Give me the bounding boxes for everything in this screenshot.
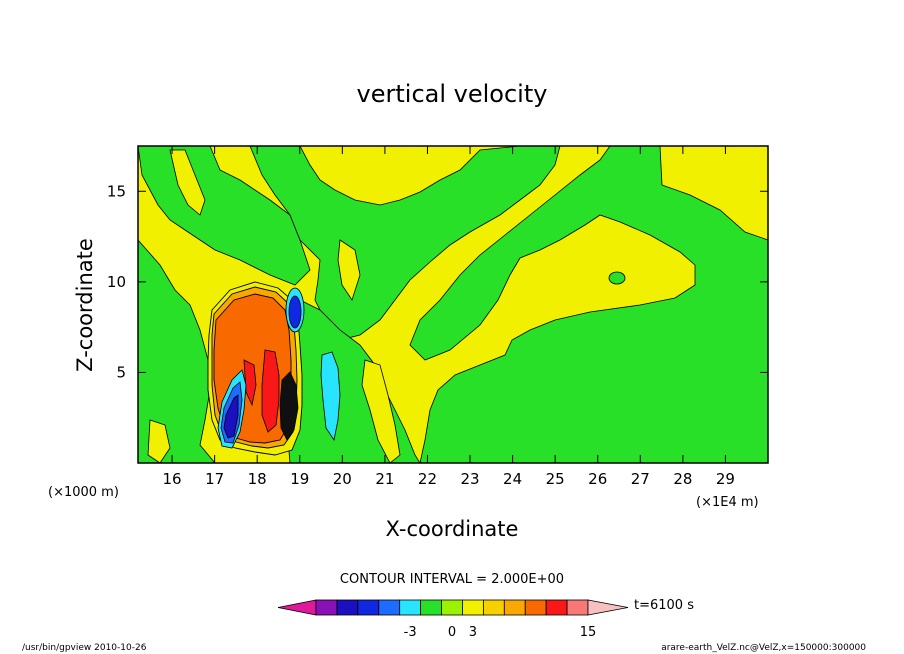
field-region <box>288 295 302 329</box>
x-tick-label: 24 <box>503 470 522 488</box>
footer-right: arare-earth_VelZ.nc@VelZ,x=150000:300000 <box>661 643 866 653</box>
colorbar-box <box>503 599 526 616</box>
field-region <box>320 351 341 442</box>
x-tick-label: 26 <box>588 470 607 488</box>
x-tick-label: 18 <box>248 470 267 488</box>
colorbar-label: -3 <box>404 625 417 640</box>
x-tick-label: 19 <box>290 470 309 488</box>
x-tick-label: 22 <box>418 470 437 488</box>
y-tick-label: 5 <box>116 363 126 381</box>
colorbar-label: 0 <box>448 625 456 640</box>
colorbar-box <box>277 599 317 616</box>
field-region <box>337 239 361 301</box>
x-axis-ticks: 16 17 18 19 20 21 22 23 24 25 26 27 28 29 <box>163 146 735 488</box>
plot-frame <box>137 145 769 464</box>
colorbar-box <box>524 599 547 616</box>
y-axis-label: Z-coordinate <box>73 238 97 372</box>
plot-area <box>138 146 768 463</box>
colorbar-box <box>399 599 422 616</box>
field-region <box>261 349 280 433</box>
field-region <box>409 146 768 463</box>
colorbar-box <box>545 599 568 616</box>
x-tick-label: 28 <box>673 470 692 488</box>
colorbar-box <box>587 599 629 616</box>
colorbar-box <box>315 599 338 616</box>
footer-left: /usr/bin/gpview 2010-10-26 <box>22 643 147 653</box>
x-tick-label: 25 <box>546 470 565 488</box>
x-tick-label: 17 <box>205 470 224 488</box>
x-tick-label: 29 <box>716 470 735 488</box>
colorbar-label: 15 <box>580 625 597 640</box>
x-tick-label: 27 <box>631 470 650 488</box>
contour-interval: CONTOUR INTERVAL = 2.000E+00 <box>340 572 564 587</box>
field-region <box>608 271 626 285</box>
x-tick-label: 16 <box>163 470 182 488</box>
field-region <box>169 149 206 216</box>
colorbar-box <box>378 599 401 616</box>
colorbar-box <box>566 599 589 616</box>
chart-title: vertical velocity <box>357 80 548 108</box>
colorbar-box <box>482 599 505 616</box>
time-label: t=6100 s <box>634 598 694 613</box>
field-region <box>361 359 401 463</box>
field-region <box>147 419 171 463</box>
field-region <box>223 394 239 439</box>
x-unit-left: (×1000 m) <box>48 485 119 500</box>
colorbar-box <box>462 599 484 616</box>
colorbar-label: 3 <box>469 625 477 640</box>
colorbar: -3 0 3 15 <box>277 599 629 640</box>
colorbar-box <box>357 599 380 616</box>
x-tick-label: 21 <box>375 470 394 488</box>
field-region <box>249 146 561 341</box>
colorbar-box <box>420 599 442 616</box>
colorbar-box <box>336 599 359 616</box>
y-axis-ticks: 5 10 15 <box>107 182 768 381</box>
x-unit-right: (×1E4 m) <box>696 495 759 510</box>
colorbar-box <box>441 599 463 616</box>
x-tick-label: 23 <box>460 470 479 488</box>
y-tick-label: 15 <box>107 182 126 200</box>
y-tick-label: 10 <box>107 273 126 291</box>
x-axis-label: X-coordinate <box>386 517 519 541</box>
x-tick-label: 20 <box>333 470 352 488</box>
field-region <box>279 371 299 441</box>
